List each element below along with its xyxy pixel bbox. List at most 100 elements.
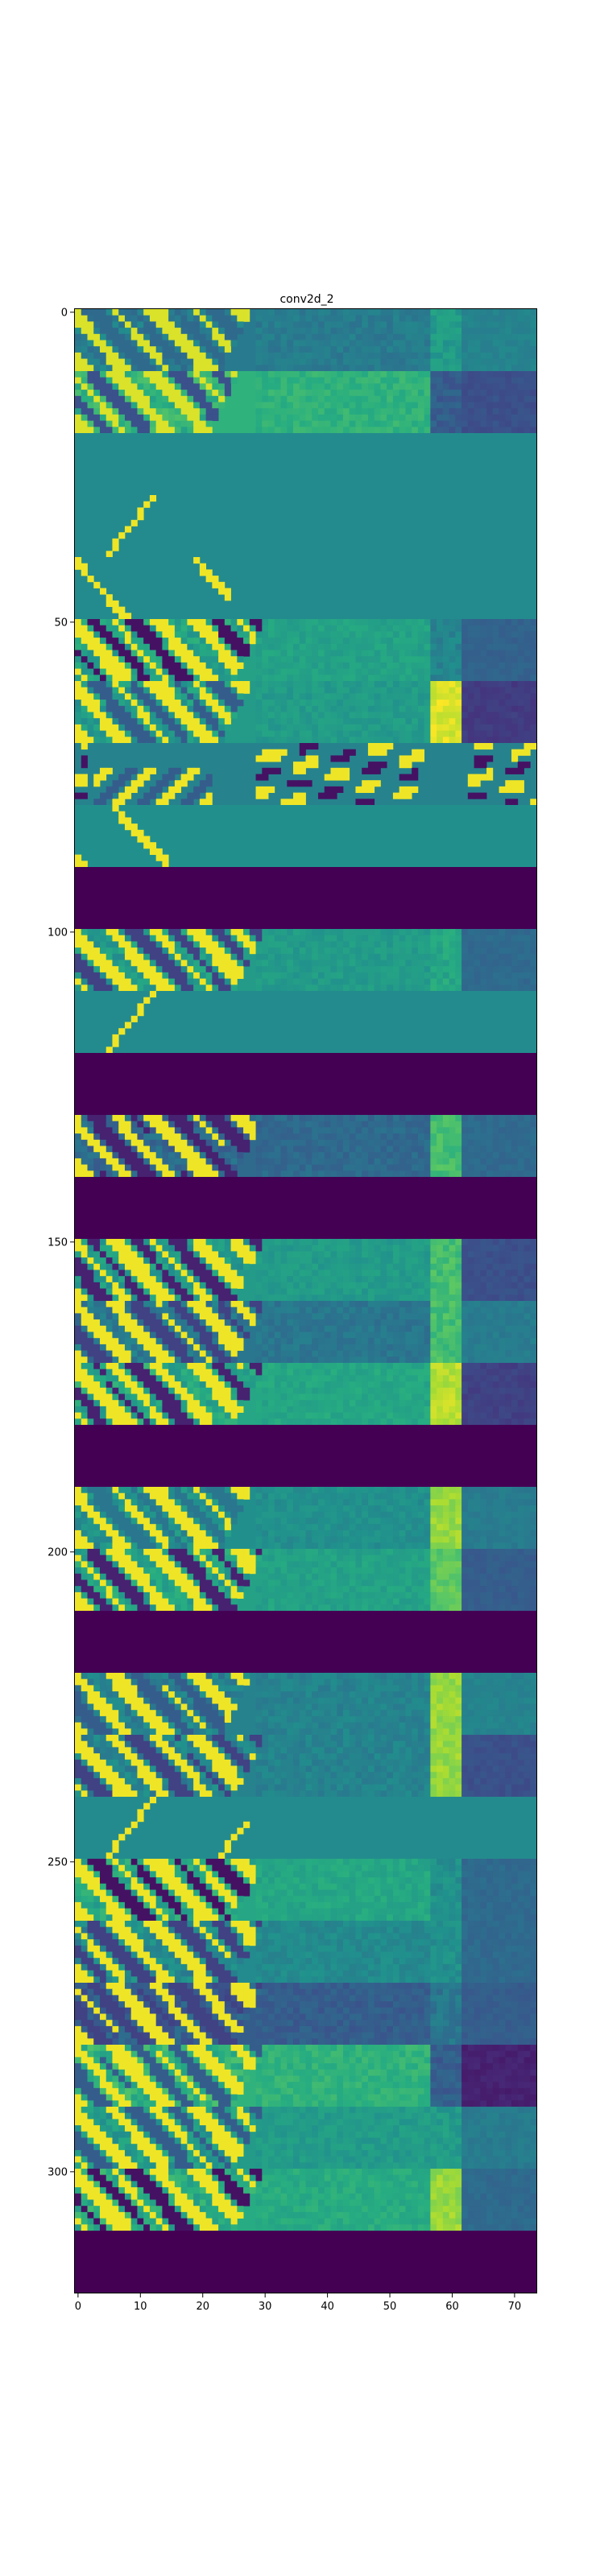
heatmap-cell — [399, 953, 406, 960]
heatmap-cell — [268, 1239, 275, 1246]
heatmap-cell — [486, 687, 494, 694]
heatmap-cell — [349, 705, 356, 712]
heatmap-cell — [317, 1263, 325, 1270]
heatmap-cell — [417, 1245, 425, 1252]
heatmap-cell — [205, 1133, 213, 1141]
heatmap-cell — [262, 340, 269, 347]
heatmap-cell — [374, 780, 381, 787]
heatmap-cell — [187, 737, 194, 744]
heatmap-cell — [380, 1263, 387, 1270]
heatmap-cell — [255, 1121, 263, 1128]
heatmap-cell — [143, 842, 151, 849]
heatmap-cell — [349, 929, 356, 936]
heatmap-cell — [499, 1133, 506, 1141]
heatmap-cell — [237, 935, 244, 942]
heatmap-cell — [442, 1115, 449, 1122]
heatmap-cell — [305, 762, 312, 769]
heatmap-cell — [205, 1257, 213, 1265]
heatmap-cell — [349, 700, 356, 707]
heatmap-cell — [380, 762, 387, 769]
heatmap-cell — [118, 1257, 126, 1265]
heatmap-cell — [168, 953, 176, 960]
heatmap-cell — [305, 960, 312, 967]
heatmap-cell — [224, 328, 231, 335]
heatmap-cell — [461, 730, 469, 737]
heatmap-cell — [93, 774, 101, 781]
heatmap-cell — [143, 365, 151, 372]
heatmap-cell — [317, 966, 325, 973]
heatmap-cell — [162, 352, 169, 359]
heatmap-cell — [199, 309, 206, 316]
heatmap-cell — [143, 1152, 151, 1159]
heatmap-cell — [430, 650, 437, 657]
heatmap-cell — [224, 972, 231, 979]
heatmap-cell — [218, 377, 226, 384]
heatmap-cell — [230, 1139, 238, 1146]
heatmap-cell — [405, 1127, 412, 1134]
heatmap-cell — [424, 321, 431, 328]
heatmap-cell — [305, 377, 312, 384]
heatmap-cell — [137, 1009, 144, 1017]
heatmap-cell — [106, 1139, 113, 1146]
heatmap-cell — [143, 656, 151, 663]
heatmap-cell — [461, 1164, 469, 1171]
heatmap-cell — [405, 724, 412, 731]
heatmap-cell — [424, 414, 431, 421]
heatmap-cell — [455, 631, 462, 638]
heatmap-cell — [193, 408, 201, 415]
heatmap-cell — [262, 985, 269, 992]
heatmap-cell — [405, 638, 412, 645]
heatmap-cell — [312, 1146, 319, 1153]
heatmap-cell — [130, 712, 138, 719]
heatmap-cell — [112, 544, 119, 551]
heatmap-cell — [337, 352, 344, 359]
heatmap-cell — [187, 309, 194, 316]
heatmap-cell — [149, 631, 157, 638]
heatmap-cell — [467, 780, 474, 787]
heatmap-cell — [93, 718, 101, 725]
heatmap-cell — [268, 1115, 275, 1122]
heatmap-cell — [299, 675, 306, 682]
heatmap-cell — [486, 402, 494, 409]
heatmap-cell — [193, 985, 201, 992]
heatmap-cell — [530, 941, 537, 948]
heatmap-cell — [511, 681, 519, 688]
heatmap-cell — [106, 705, 113, 712]
heatmap-cell — [162, 668, 169, 675]
heatmap-cell — [524, 1239, 531, 1246]
heatmap-cell — [486, 427, 494, 434]
heatmap-cell — [212, 414, 219, 421]
heatmap-cell — [449, 1239, 456, 1246]
heatmap-cell — [324, 390, 331, 397]
heatmap-cell — [486, 383, 494, 390]
heatmap-cell — [517, 1245, 524, 1252]
heatmap-cell — [112, 985, 119, 992]
heatmap-cell — [293, 1170, 300, 1178]
heatmap-cell — [530, 947, 537, 955]
heatmap-cell — [337, 662, 344, 669]
heatmap-cell — [374, 309, 381, 316]
heatmap-cell — [99, 315, 107, 322]
heatmap-cell — [124, 390, 132, 397]
heatmap-cell — [93, 321, 101, 328]
heatmap-cell — [461, 668, 469, 675]
heatmap-cell — [205, 390, 213, 397]
heatmap-cell — [118, 309, 126, 316]
heatmap-cell — [87, 947, 94, 955]
heatmap-cell — [317, 1239, 325, 1246]
heatmap-cell — [417, 705, 425, 712]
heatmap-cell — [75, 371, 82, 378]
heatmap-cell — [280, 333, 288, 341]
heatmap-cell — [499, 1121, 506, 1128]
heatmap-cell — [106, 408, 113, 415]
heatmap-cell — [480, 985, 487, 992]
heatmap-cell — [330, 1127, 337, 1134]
heatmap-cell — [517, 1239, 524, 1246]
heatmap-cell — [155, 346, 163, 353]
heatmap-cell — [461, 972, 469, 979]
heatmap-cell — [355, 340, 362, 347]
heatmap-cell — [99, 377, 107, 384]
heatmap-cell — [124, 619, 132, 626]
heatmap-cell — [467, 792, 474, 799]
heatmap-cell — [81, 346, 88, 353]
